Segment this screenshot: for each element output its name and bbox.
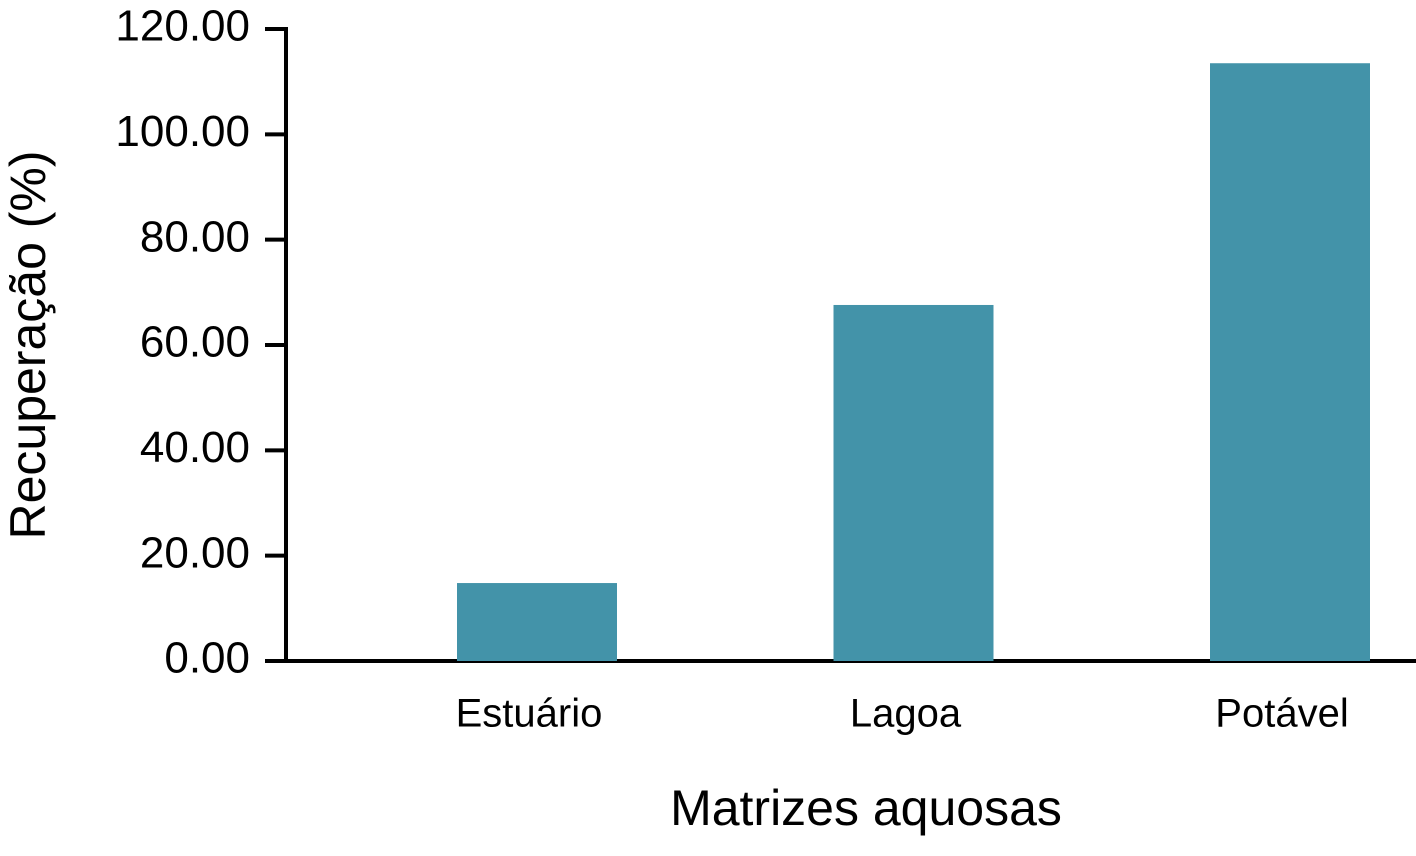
- y-tick-label: 20.00: [140, 528, 250, 577]
- bar: [457, 583, 617, 661]
- y-tick-label: 100.00: [115, 107, 250, 156]
- y-axis-title: Recuperação (%): [0, 150, 56, 539]
- y-tick-label: 40.00: [140, 423, 250, 472]
- x-tick-label: Potável: [1215, 692, 1348, 736]
- bar: [833, 304, 994, 661]
- y-tick-label: 0.00: [164, 634, 250, 683]
- bar: [1210, 63, 1370, 661]
- y-tick-label: 120.00: [115, 2, 250, 51]
- y-tick-label: 60.00: [140, 318, 250, 367]
- y-tick-label: 80.00: [140, 212, 250, 261]
- x-axis-title: Matrizes aquosas: [670, 780, 1062, 836]
- x-tick-label: Lagoa: [850, 692, 962, 736]
- x-tick-label: Estuário: [456, 692, 603, 736]
